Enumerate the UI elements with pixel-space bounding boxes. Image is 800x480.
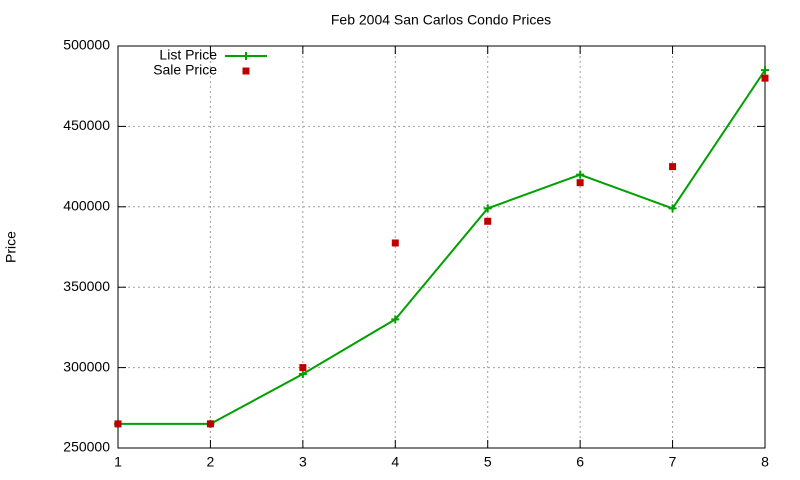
x-tick-label: 5 xyxy=(484,454,492,470)
data-point xyxy=(299,364,307,372)
legend-label: List Price xyxy=(159,47,217,63)
legend-marker xyxy=(242,52,250,60)
x-tick-label: 6 xyxy=(576,454,584,470)
y-tick-label: 500000 xyxy=(63,37,110,53)
x-tick-label: 2 xyxy=(207,454,215,470)
legend-marker xyxy=(242,67,250,75)
y-tick-label: 300000 xyxy=(63,358,110,374)
data-point xyxy=(761,66,769,75)
plot-frame xyxy=(117,45,766,449)
data-point xyxy=(668,204,677,213)
y-tick-label: 350000 xyxy=(63,278,110,294)
legend-label: Sale Price xyxy=(153,62,217,78)
data-point xyxy=(484,217,492,225)
chart-title: Feb 2004 San Carlos Condo Prices xyxy=(331,12,551,28)
data-point xyxy=(669,163,677,171)
x-tick-label: 4 xyxy=(391,454,399,470)
x-tick-label: 1 xyxy=(114,454,122,470)
data-point xyxy=(483,204,492,213)
data-point xyxy=(761,74,769,82)
y-axis-label: Price xyxy=(3,231,19,263)
data-point xyxy=(298,370,307,379)
data-point xyxy=(576,170,585,179)
series-line xyxy=(118,69,766,425)
x-tick-label: 3 xyxy=(299,454,307,470)
data-point xyxy=(391,239,399,247)
data-point xyxy=(206,420,214,428)
data-point xyxy=(576,179,584,187)
y-tick-label: 400000 xyxy=(63,198,110,214)
data-point xyxy=(114,420,122,428)
x-tick-label: 8 xyxy=(761,454,769,470)
y-tick-label: 250000 xyxy=(63,439,110,455)
data-point xyxy=(391,315,400,324)
x-tick-label: 7 xyxy=(669,454,677,470)
y-tick-label: 450000 xyxy=(63,117,110,133)
